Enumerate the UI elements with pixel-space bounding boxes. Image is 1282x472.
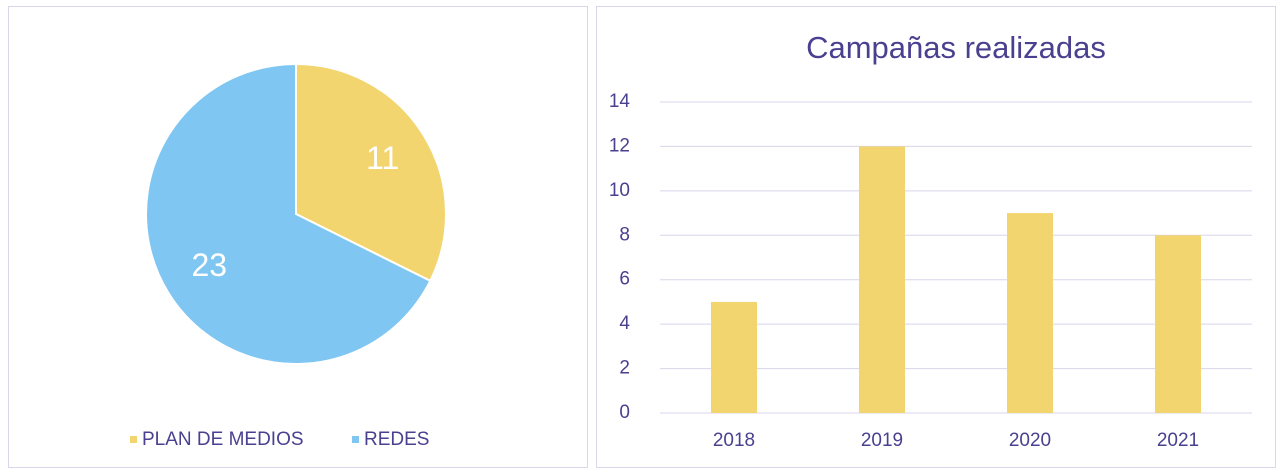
y-tick-label: 4 xyxy=(619,313,630,334)
bar xyxy=(1007,213,1053,413)
bar xyxy=(711,301,757,413)
y-tick-label: 12 xyxy=(609,135,630,156)
bar xyxy=(859,146,905,413)
y-tick-label: 8 xyxy=(619,224,630,245)
pie-slice xyxy=(145,62,432,365)
data-label: 23 xyxy=(191,247,227,283)
pie-slice xyxy=(295,62,447,283)
data-label: 11 xyxy=(366,140,399,176)
y-tick-label: 6 xyxy=(619,269,630,290)
bar xyxy=(1155,235,1201,413)
legend-label: REDES xyxy=(364,429,429,450)
x-tick-label: 2018 xyxy=(713,430,755,451)
y-tick-label: 2 xyxy=(619,358,630,379)
x-tick-label: 2019 xyxy=(861,430,903,451)
y-tick-label: 0 xyxy=(619,402,630,423)
legend-label: PLAN DE MEDIOS xyxy=(142,429,304,450)
x-tick-label: 2021 xyxy=(1157,430,1199,451)
y-tick-label: 14 xyxy=(609,91,631,112)
chart-title: Campañas realizadas xyxy=(806,30,1106,65)
x-tick-label: 2020 xyxy=(1009,430,1051,451)
y-tick-label: 10 xyxy=(609,180,630,201)
legend-swatch xyxy=(130,436,137,443)
legend-swatch xyxy=(352,436,359,443)
